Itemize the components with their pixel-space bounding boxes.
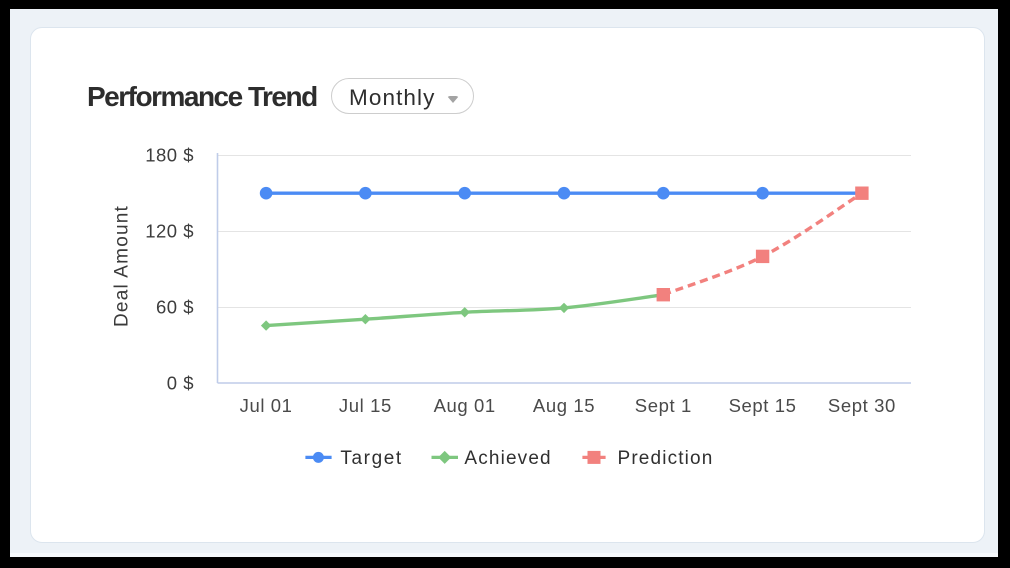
svg-text:Target: Target [340,448,402,469]
svg-text:Jul 15: Jul 15 [339,395,392,416]
svg-text:Sept 1: Sept 1 [635,395,692,416]
svg-text:Sept 15: Sept 15 [729,395,797,416]
svg-text:Achieved: Achieved [464,448,551,469]
svg-text:Jul 01: Jul 01 [240,395,293,416]
svg-text:180 $: 180 $ [145,145,194,166]
svg-text:Sept 30: Sept 30 [828,395,896,416]
svg-text:120 $: 120 $ [145,221,194,242]
svg-text:Aug 15: Aug 15 [533,395,595,416]
svg-text:60 $: 60 $ [156,297,194,318]
svg-text:0 $: 0 $ [167,373,194,394]
svg-text:Deal Amount: Deal Amount [112,205,133,327]
svg-text:Aug 01: Aug 01 [434,395,496,416]
svg-text:Prediction: Prediction [618,448,714,469]
